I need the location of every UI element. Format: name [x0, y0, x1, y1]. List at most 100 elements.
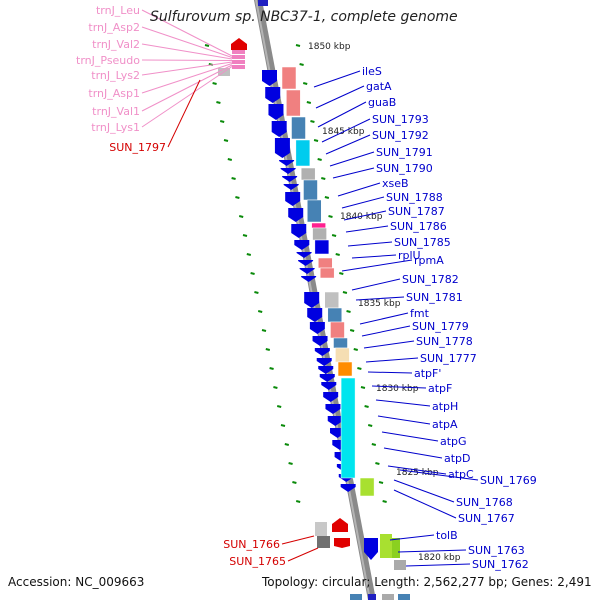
label-connector	[389, 534, 435, 541]
label-connector	[287, 547, 319, 562]
gene-label: gatA	[366, 80, 392, 93]
gene-arrow	[312, 336, 328, 346]
rna-gene-label: trnJ_Val2	[92, 38, 140, 51]
scale-tick	[382, 500, 387, 503]
scale-tick	[331, 234, 337, 237]
gene-label: fmt	[410, 307, 430, 320]
gene-label: SUN_1790	[376, 162, 433, 175]
feature-block	[295, 139, 311, 167]
gene-arrow	[307, 308, 323, 322]
scale-tick	[371, 443, 377, 446]
scale-tick	[223, 139, 229, 142]
scale-tick	[302, 82, 308, 85]
feature-block	[307, 199, 322, 223]
kbp-label-bg	[374, 382, 423, 394]
feature-block	[319, 267, 335, 279]
scale-tick	[339, 272, 344, 275]
gene-label: SUN_1791	[376, 146, 433, 159]
feature-block	[394, 560, 406, 570]
label-connector	[332, 167, 375, 179]
gene-arrow	[340, 484, 356, 492]
gene-arrow	[304, 292, 320, 308]
topology-text: Topology: circular; Length: 2,562,277 bp…	[262, 575, 592, 589]
scale-tick	[349, 329, 355, 332]
label-connector	[141, 59, 233, 61]
gene-arrow	[274, 138, 290, 158]
scale-tick	[269, 367, 274, 370]
gene-label: SUN_1765	[229, 555, 286, 568]
scale-tick	[357, 367, 362, 370]
gene-label: SUN_1786	[390, 220, 447, 233]
label-connector	[347, 241, 393, 247]
rna-gene-label: trnJ_Val1	[92, 105, 140, 118]
scale-tick	[257, 310, 263, 313]
feature-block	[340, 377, 356, 479]
label-connector	[355, 296, 405, 301]
feature-block	[300, 167, 316, 181]
rna-gene-arrow	[332, 518, 348, 532]
gene-arrow	[288, 208, 304, 222]
scale-tick	[335, 253, 340, 256]
rna-gene-label: trnJ_Lys1	[91, 121, 140, 134]
label-connector	[341, 259, 413, 272]
gene-arrow	[299, 268, 315, 274]
scale-tick	[280, 424, 286, 427]
feature-block	[392, 538, 400, 558]
scale-tick	[212, 82, 217, 85]
gene-label: rpmA	[414, 254, 444, 267]
feature-block	[315, 522, 327, 536]
gene-label: SUN_1782	[402, 273, 459, 286]
label-connector	[141, 64, 233, 112]
gene-label: atpH	[432, 400, 458, 413]
scale-tick	[295, 500, 301, 503]
label-connector	[343, 210, 387, 221]
feature-block	[380, 534, 392, 558]
gene-arrow	[323, 392, 339, 402]
scale-tick	[204, 44, 210, 47]
gene-label: ileS	[362, 65, 382, 78]
label-connector	[313, 70, 361, 88]
scale-tick	[235, 196, 240, 199]
feature-block	[258, 0, 268, 6]
feature-block	[327, 307, 343, 323]
gene-label: tolB	[436, 529, 458, 542]
rna-gene-block	[232, 50, 245, 54]
gene-label: SUN_1793	[372, 113, 429, 126]
scale-tick	[317, 158, 322, 161]
rna-gene-block	[232, 55, 245, 59]
label-connector	[393, 489, 457, 519]
scale-tick	[261, 329, 267, 332]
gene-arrow	[318, 366, 334, 374]
accession-text: Accession: NC_009663	[8, 575, 145, 589]
gene-label: atpF'	[414, 367, 441, 380]
rna-gene-label: trnJ_Asp1	[88, 87, 140, 100]
gene-arrow	[309, 322, 325, 334]
label-connector	[365, 357, 419, 363]
gene-arrow	[327, 416, 343, 426]
scale-tick	[288, 462, 293, 465]
scale-tick	[364, 405, 369, 408]
label-connector	[361, 325, 411, 337]
gene-arrow	[265, 87, 281, 103]
scale-tick	[353, 348, 359, 351]
gene-arrow	[301, 276, 317, 282]
gene-label: xseB	[382, 177, 409, 190]
label-connector	[141, 26, 233, 58]
scale-tick	[273, 386, 278, 389]
label-connector	[397, 549, 467, 553]
label-connector	[399, 469, 479, 481]
gene-label: SUN_1785	[394, 236, 451, 249]
label-connector	[321, 118, 371, 143]
feature-block	[337, 361, 353, 377]
gene-label: SUN_1769	[480, 474, 537, 487]
gene-label: SUN_1777	[420, 352, 477, 365]
label-connector	[351, 254, 397, 259]
rna-gene-arrow	[334, 538, 350, 548]
gene-label: SUN_1767	[458, 512, 515, 525]
feature-block	[333, 337, 348, 349]
label-connector	[345, 225, 389, 233]
gene-label: SUN_1781	[406, 291, 463, 304]
label-connector	[329, 151, 375, 167]
kbp-label-bg	[306, 40, 355, 52]
